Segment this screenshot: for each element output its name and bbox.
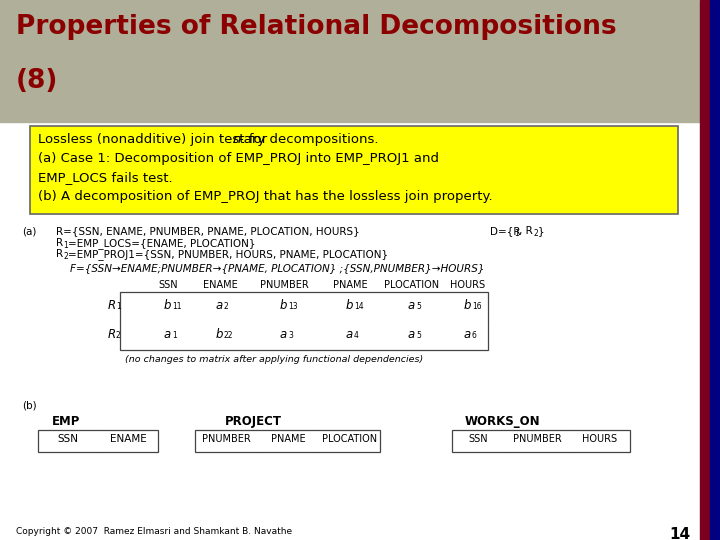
Text: PNUMBER: PNUMBER bbox=[260, 280, 308, 290]
Text: HOURS: HOURS bbox=[582, 434, 618, 444]
Text: SSN: SSN bbox=[58, 434, 78, 444]
Text: R: R bbox=[56, 238, 63, 248]
Text: Lossless (nonadditive) join test for: Lossless (nonadditive) join test for bbox=[38, 133, 271, 146]
Text: a: a bbox=[216, 299, 223, 312]
Text: HOURS: HOURS bbox=[451, 280, 485, 290]
Text: 5: 5 bbox=[416, 302, 421, 311]
Text: PNUMBER: PNUMBER bbox=[513, 434, 562, 444]
Text: 11: 11 bbox=[172, 302, 181, 311]
Text: a: a bbox=[346, 328, 354, 341]
Text: Properties of Relational Decompositions: Properties of Relational Decompositions bbox=[16, 14, 616, 40]
Text: 13: 13 bbox=[288, 302, 297, 311]
Text: R: R bbox=[108, 299, 116, 312]
Text: 5: 5 bbox=[416, 331, 421, 340]
Text: 1: 1 bbox=[63, 241, 68, 250]
Text: PROJECT: PROJECT bbox=[225, 415, 282, 428]
Text: ENAME: ENAME bbox=[109, 434, 146, 444]
Text: SSN: SSN bbox=[158, 280, 178, 290]
Text: EMP_LOCS fails test.: EMP_LOCS fails test. bbox=[38, 171, 173, 184]
Text: b: b bbox=[280, 299, 287, 312]
Text: 1: 1 bbox=[514, 229, 518, 238]
Text: 16: 16 bbox=[472, 302, 482, 311]
Text: 14: 14 bbox=[354, 302, 364, 311]
Text: WORKS_ON: WORKS_ON bbox=[465, 415, 541, 428]
Text: 2: 2 bbox=[116, 331, 121, 340]
Text: (8): (8) bbox=[16, 68, 58, 94]
Text: b: b bbox=[346, 299, 354, 312]
Text: D={R: D={R bbox=[490, 226, 521, 236]
Text: b: b bbox=[216, 328, 223, 341]
Text: PLOCATION: PLOCATION bbox=[323, 434, 377, 444]
Text: 2: 2 bbox=[534, 229, 539, 238]
Text: 2: 2 bbox=[224, 302, 229, 311]
Text: 4: 4 bbox=[354, 331, 359, 340]
Text: PLOCATION: PLOCATION bbox=[384, 280, 440, 290]
Text: , R: , R bbox=[519, 226, 533, 236]
Text: Copyright © 2007  Ramez Elmasri and Shamkant B. Navathe: Copyright © 2007 Ramez Elmasri and Shamk… bbox=[16, 527, 292, 536]
Text: -ary decompositions.: -ary decompositions. bbox=[239, 133, 379, 146]
Bar bbox=[195, 430, 380, 452]
Text: }: } bbox=[538, 226, 544, 236]
Text: R={SSN, ENAME, PNUMBER, PNAME, PLOCATION, HOURS}: R={SSN, ENAME, PNUMBER, PNAME, PLOCATION… bbox=[56, 226, 360, 236]
Text: b: b bbox=[464, 299, 472, 312]
Text: a: a bbox=[408, 299, 415, 312]
Text: 2: 2 bbox=[63, 252, 68, 261]
Text: F={SSN→ENAME;PNUMBER→{PNAME, PLOCATION} ;{SSN,PNUMBER}→HOURS}: F={SSN→ENAME;PNUMBER→{PNAME, PLOCATION} … bbox=[70, 263, 485, 273]
Text: (a): (a) bbox=[22, 226, 37, 236]
Text: PNAME: PNAME bbox=[333, 280, 367, 290]
Text: R: R bbox=[56, 249, 63, 259]
Text: (b): (b) bbox=[22, 400, 37, 410]
Text: a: a bbox=[464, 328, 472, 341]
Text: SSN: SSN bbox=[468, 434, 488, 444]
Text: b: b bbox=[164, 299, 171, 312]
Text: PNUMBER: PNUMBER bbox=[202, 434, 251, 444]
Text: 3: 3 bbox=[288, 331, 293, 340]
Bar bbox=[120, 292, 488, 350]
Text: (b) A decomposition of EMP_PROJ that has the lossless join property.: (b) A decomposition of EMP_PROJ that has… bbox=[38, 190, 492, 203]
Text: PNAME: PNAME bbox=[271, 434, 305, 444]
Text: n: n bbox=[233, 133, 241, 146]
Text: a: a bbox=[408, 328, 415, 341]
Bar bbox=[710, 0, 720, 540]
Text: 1: 1 bbox=[172, 331, 176, 340]
Text: a: a bbox=[164, 328, 171, 341]
Text: =EMP_PROJ1={SSN, PNUMBER, HOURS, PNAME, PLOCATION}: =EMP_PROJ1={SSN, PNUMBER, HOURS, PNAME, … bbox=[68, 249, 388, 260]
Bar bbox=[452, 430, 630, 452]
Text: =EMP_LOCS={ENAME, PLOCATION}: =EMP_LOCS={ENAME, PLOCATION} bbox=[68, 238, 256, 249]
Text: EMP: EMP bbox=[52, 415, 81, 428]
Text: a: a bbox=[280, 328, 287, 341]
Text: 1: 1 bbox=[116, 302, 121, 311]
Text: 6: 6 bbox=[472, 331, 477, 340]
Text: ENAME: ENAME bbox=[202, 280, 238, 290]
Bar bbox=[0, 0, 700, 122]
Text: 22: 22 bbox=[224, 331, 233, 340]
Text: (a) Case 1: Decomposition of EMP_PROJ into EMP_PROJ1 and: (a) Case 1: Decomposition of EMP_PROJ in… bbox=[38, 152, 439, 165]
Bar bbox=[30, 126, 678, 214]
Bar bbox=[38, 430, 158, 452]
Text: 14: 14 bbox=[669, 527, 690, 540]
Text: R: R bbox=[108, 328, 116, 341]
Text: (no changes to matrix after applying functional dependencies): (no changes to matrix after applying fun… bbox=[125, 355, 423, 364]
Bar bbox=[700, 0, 710, 540]
